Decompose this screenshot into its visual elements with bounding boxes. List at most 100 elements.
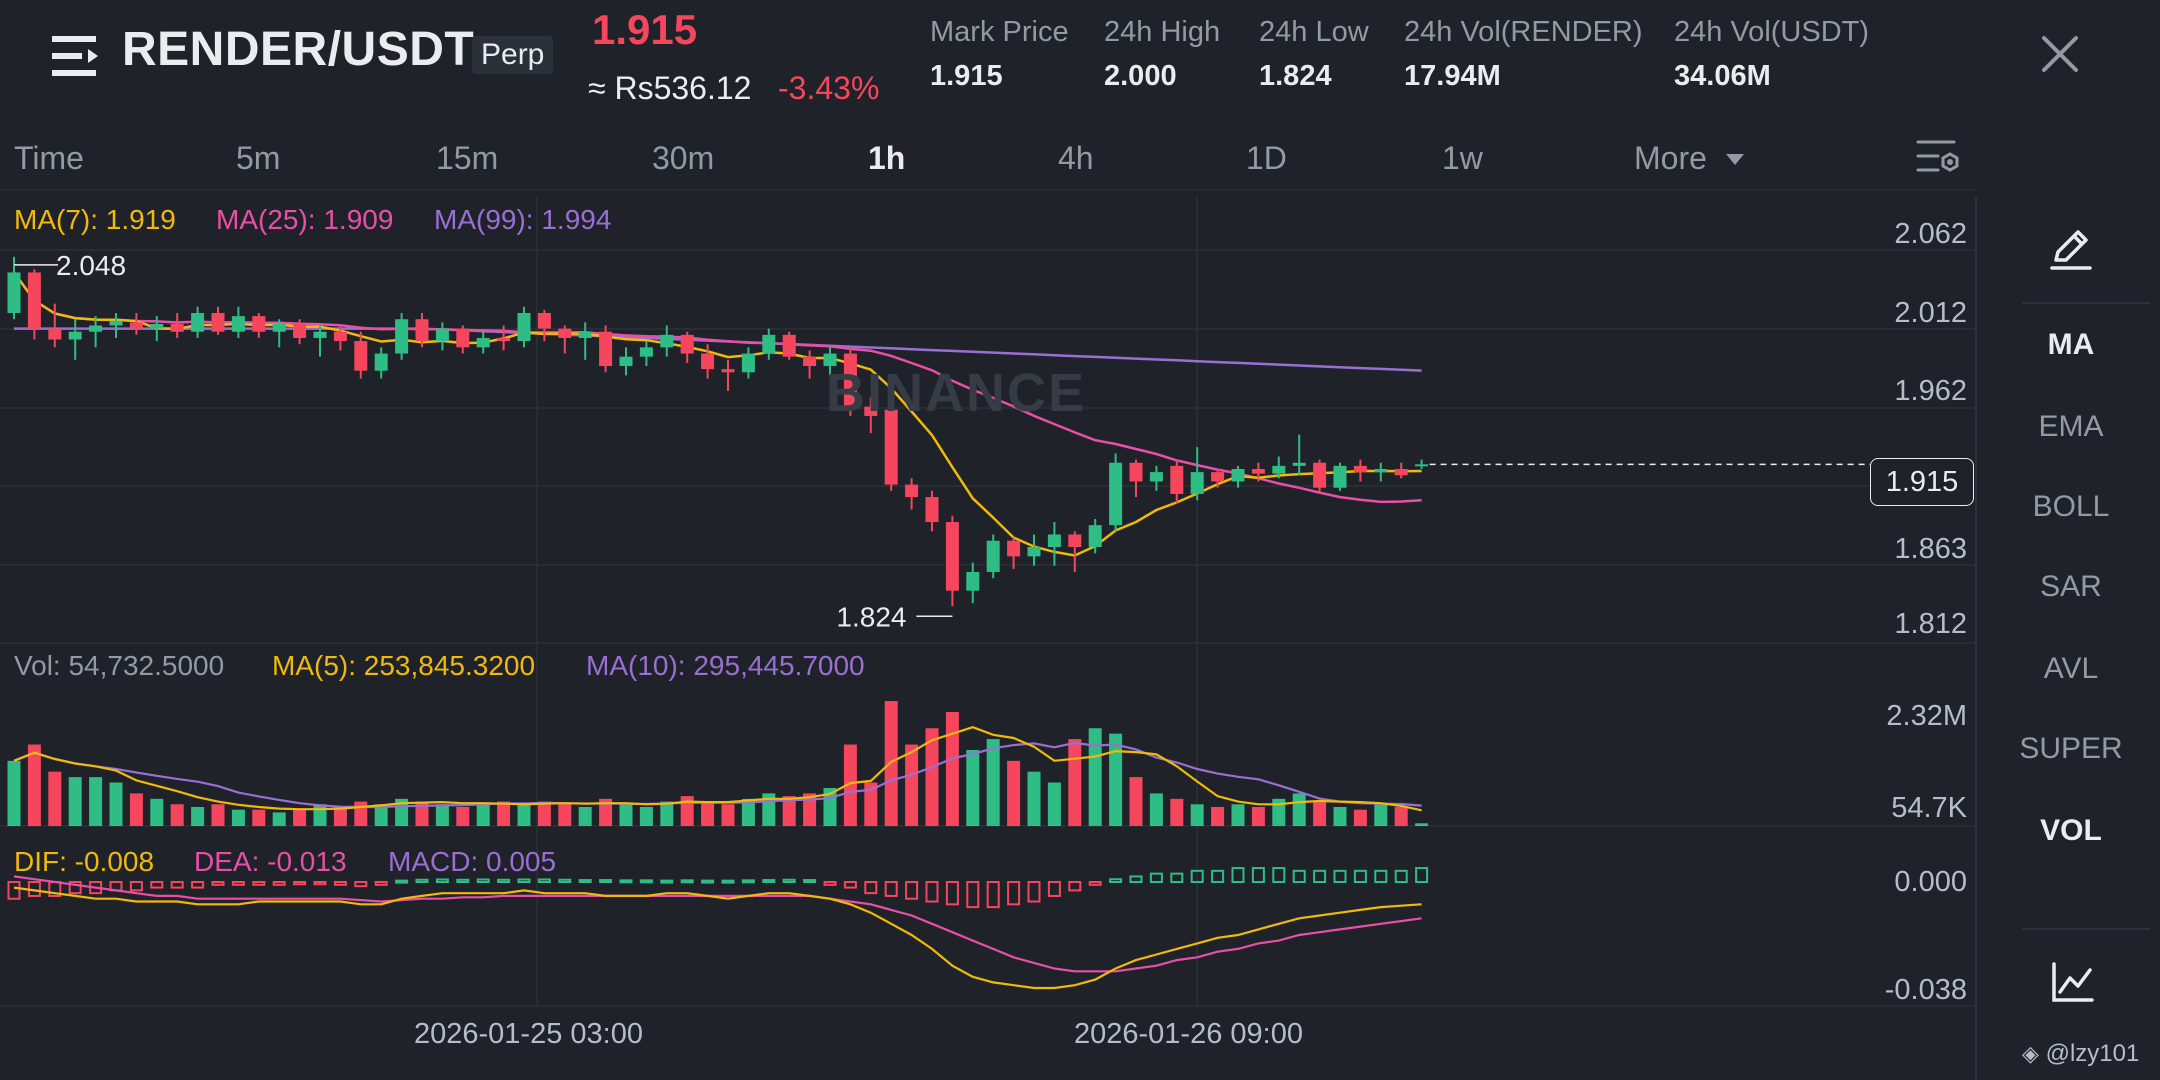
macd-histogram-bar	[1047, 881, 1061, 897]
caret-down-icon	[1726, 154, 1744, 165]
candle-body	[7, 272, 21, 313]
macd-histogram-bar	[211, 881, 225, 886]
volume-bar	[415, 801, 429, 826]
candle-body	[435, 328, 449, 342]
candle-body	[27, 272, 41, 329]
tab-1h[interactable]: 1h	[868, 140, 906, 176]
volume-bar	[741, 798, 755, 826]
macd-legend: MACD: 0.005	[388, 846, 557, 877]
candle-body	[660, 334, 674, 348]
macd-histogram-bar	[313, 881, 327, 886]
volume-bar	[293, 809, 307, 826]
volume-bar	[619, 804, 633, 826]
candle-body	[925, 497, 939, 523]
indicator-boll[interactable]: BOLL	[2032, 490, 2110, 523]
volume-bar	[945, 711, 959, 826]
candle-body	[374, 353, 388, 371]
volume-bar	[272, 812, 286, 826]
volume-bar	[1415, 823, 1429, 826]
macd-histogram-bar	[272, 881, 286, 886]
macd-histogram-bar	[68, 881, 82, 895]
volume-bar	[1149, 793, 1163, 826]
candle-body	[1088, 525, 1102, 547]
volume-ma10-legend: MA(10): 295,445.7000	[586, 650, 865, 681]
macd-histogram-bar	[435, 878, 449, 884]
candle-body	[1211, 472, 1225, 482]
indicator-super[interactable]: SUPER	[2019, 732, 2123, 765]
macd-tick: 0.000	[1894, 866, 1967, 898]
volume-bar	[211, 804, 225, 826]
pencil-icon[interactable]	[2048, 226, 2094, 272]
volume-bar	[231, 809, 245, 826]
candle-body	[333, 331, 347, 342]
volume-bar	[701, 801, 715, 826]
tab-15m[interactable]: 15m	[436, 140, 499, 176]
candle-body	[1190, 472, 1204, 494]
macd-histogram-bar	[1272, 867, 1286, 883]
tab-1w[interactable]: 1w	[1442, 140, 1483, 176]
macd-histogram-bar	[823, 881, 837, 886]
candle-body	[252, 316, 266, 332]
menu-icon[interactable]	[52, 34, 104, 78]
candle-body	[966, 571, 980, 591]
candle-body	[762, 334, 776, 354]
macd-histogram-bar	[1313, 869, 1327, 883]
indicator-sidebar: MA EMA BOLL SAR AVL SUPER VOL	[1976, 196, 2160, 1080]
macd-histogram-bar	[476, 878, 490, 884]
candle-body	[905, 484, 919, 498]
indicator-sar[interactable]: SAR	[2040, 570, 2102, 603]
close-icon[interactable]	[2040, 34, 2080, 74]
pair-title[interactable]: RENDER/USDT	[122, 23, 475, 76]
tab-5m[interactable]: 5m	[236, 140, 281, 176]
volume-bar	[660, 801, 674, 826]
candle-body	[48, 328, 62, 340]
volume-bar	[578, 806, 592, 826]
tab-1d[interactable]: 1D	[1246, 140, 1287, 176]
indicator-avl[interactable]: AVL	[2043, 652, 2099, 685]
indicator-vol[interactable]: VOL	[2040, 814, 2102, 847]
tab-4h[interactable]: 4h	[1058, 140, 1094, 176]
candle-body	[1109, 462, 1123, 526]
tab-more[interactable]: More	[1634, 140, 1707, 176]
indicator-ema[interactable]: EMA	[2038, 410, 2104, 443]
indicator-ma[interactable]: MA	[2047, 328, 2095, 361]
candle-body	[1068, 534, 1082, 547]
current-price-tag: 1.915	[1870, 458, 1974, 506]
candle-body	[1251, 469, 1265, 474]
candle-body	[1272, 465, 1286, 474]
mark-price-value: 1.915	[930, 60, 1003, 92]
macd-histogram-bar	[354, 881, 368, 888]
tab-time[interactable]: Time	[14, 140, 84, 176]
volume-legend: Vol: 54,732.5000	[14, 650, 225, 681]
volume-bar	[1027, 771, 1041, 826]
volume-bar	[1109, 733, 1123, 826]
dea-line	[13, 875, 1422, 973]
candle-body	[782, 334, 796, 357]
ma7-legend: MA(7): 1.919	[14, 204, 176, 235]
volume-bar	[150, 798, 164, 826]
candle-body	[843, 353, 857, 407]
volume-bar	[1353, 809, 1367, 826]
macd-histogram-bar	[1211, 869, 1225, 883]
volume-bar	[48, 771, 62, 826]
volume-bar	[1374, 804, 1388, 826]
macd-histogram-bar	[333, 881, 347, 886]
chart-type-icon[interactable]	[2050, 960, 2094, 1004]
price-tick: 1.962	[1894, 375, 1967, 407]
candle-body	[109, 320, 123, 326]
macd-histogram-bar	[191, 881, 205, 889]
macd-histogram-bar	[966, 881, 980, 909]
chart-settings-icon[interactable]	[1916, 136, 1960, 180]
volume-bar	[1129, 777, 1143, 826]
tab-30m[interactable]: 30m	[652, 140, 715, 176]
high-price-label: 2.048	[56, 250, 126, 281]
candle-body	[701, 353, 715, 370]
candle-body	[68, 331, 82, 340]
candle-body	[497, 337, 511, 342]
macd-histogram-bar	[293, 881, 307, 886]
price-tick: 1.812	[1894, 608, 1967, 640]
candle-body	[1292, 462, 1306, 466]
candle-body	[170, 323, 184, 332]
candle-body	[639, 347, 653, 357]
